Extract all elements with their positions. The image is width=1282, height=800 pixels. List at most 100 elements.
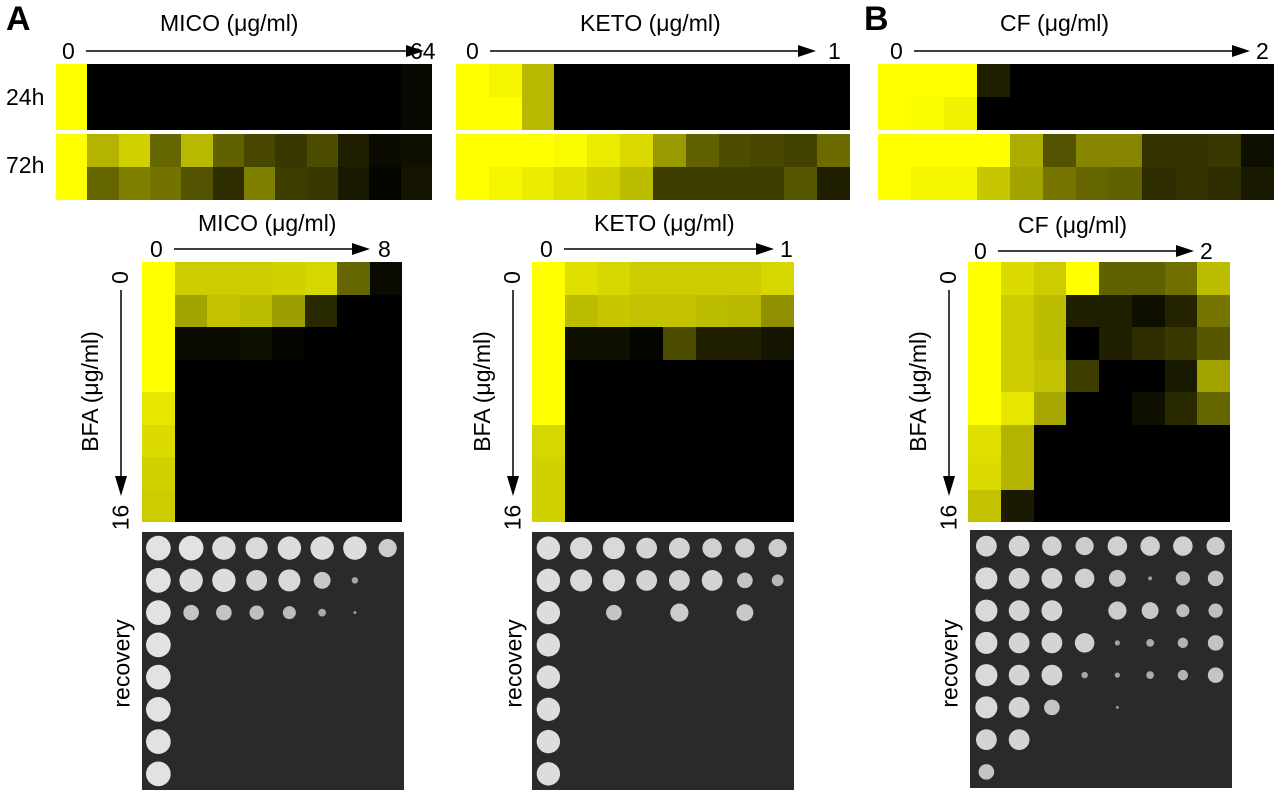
heatmap-cell (1131, 424, 1165, 457)
heatmap-cell (652, 134, 686, 167)
heatmap-cell (1197, 424, 1230, 457)
keto-bfa-min: 0 (498, 271, 525, 284)
heatmap-cell (239, 457, 272, 490)
colony-spot (606, 604, 622, 621)
colony-spot (1177, 637, 1189, 649)
heatmap-cell (150, 97, 182, 130)
heatmap-cell (695, 424, 729, 457)
keto-top-arrow (490, 45, 816, 57)
heatmap-cell (338, 167, 370, 200)
heatmap-cell (369, 457, 402, 490)
heatmap-cell (87, 134, 119, 167)
keto-recovery-label: recovery (500, 619, 527, 708)
heatmap-cell (304, 424, 337, 457)
heatmap-mico-24h (56, 64, 432, 130)
heatmap-cell (663, 424, 696, 457)
heatmap-cell (239, 327, 272, 360)
heatmap-cell (275, 134, 307, 167)
heatmap-cell (977, 97, 1010, 130)
heatmap-cell (1109, 167, 1142, 200)
colony-spot (351, 577, 359, 584)
heatmap-cell (968, 489, 1001, 522)
colony-spot (1208, 603, 1223, 618)
heatmap-cell (728, 359, 762, 392)
heatmap-cell (1131, 262, 1165, 295)
mico-bfa-arrow (115, 290, 127, 496)
heatmap-cell (1208, 97, 1241, 130)
heatmap-cell (150, 167, 182, 200)
heatmap-cell (337, 424, 370, 457)
heatmap-cell (1033, 392, 1067, 425)
heatmap-cell (118, 167, 150, 200)
heatmap-cell (1175, 97, 1208, 130)
heatmap-cell (968, 424, 1001, 457)
heatmap-cell (181, 134, 213, 167)
heatmap-cell (663, 327, 696, 360)
colony-spot (1041, 664, 1063, 686)
row-label-72h: 72h (6, 152, 45, 178)
heatmap-cell (272, 327, 305, 360)
heatmap-cell (652, 97, 686, 130)
heatmap-cell (630, 327, 663, 360)
colony-spot (536, 568, 561, 593)
heatmap-cell (275, 64, 307, 97)
heatmap-cell (1033, 489, 1067, 522)
heatmap-cell (630, 359, 663, 392)
mico-bfa-min: 0 (106, 271, 133, 284)
heatmap-cell (1164, 294, 1198, 327)
heatmap-cell (761, 489, 794, 522)
colony-spot (278, 569, 301, 592)
heatmap-cell (1142, 167, 1175, 200)
heatmap-cell (1033, 424, 1067, 457)
panel-label-b: B (864, 0, 889, 38)
heatmap-cell (1043, 97, 1076, 130)
heatmap-cell (1033, 359, 1067, 392)
colony-spot (343, 536, 367, 560)
colony-spot (536, 536, 561, 560)
heatmap-cell (784, 97, 818, 130)
colony-spot (1008, 664, 1030, 686)
heatmap-cell (174, 327, 207, 360)
heatmap-cell (695, 262, 729, 295)
recovery-plate-keto (532, 532, 794, 790)
heatmap-cell (968, 327, 1001, 360)
colony-spot (771, 574, 784, 587)
heatmap-cell (369, 167, 401, 200)
heatmap-cell (1131, 359, 1165, 392)
heatmap-cell (718, 134, 752, 167)
heatmap-cell (728, 327, 762, 360)
colony-spot (146, 664, 171, 690)
heatmap-cell (207, 327, 240, 360)
colony-spot (1148, 576, 1153, 581)
heatmap-cell (521, 167, 555, 200)
heatmap-cell (369, 327, 402, 360)
cf-bfa-arrow (943, 290, 955, 496)
heatmap-cell (1033, 262, 1067, 295)
heatmap-cell (181, 64, 213, 97)
colony-spot (1008, 600, 1030, 622)
heatmap-cell (1241, 64, 1274, 97)
heatmap-cell (652, 64, 686, 97)
heatmap-cell (1066, 262, 1099, 295)
colony-spot (212, 568, 236, 593)
heatmap-cell (564, 327, 598, 360)
heatmap-cell (306, 167, 338, 200)
heatmap-cell (620, 64, 653, 97)
heatmap-cell (239, 294, 272, 327)
colony-spot (1207, 635, 1224, 651)
heatmap-cell (369, 424, 402, 457)
heatmap-cell (118, 97, 150, 130)
colony-spot (536, 665, 561, 689)
heatmap-cell (554, 134, 588, 167)
colony-spot (179, 568, 203, 593)
cf-bottom-min: 0 (974, 238, 987, 264)
heatmap-cell (207, 262, 240, 295)
heatmap-cell (488, 134, 522, 167)
heatmap-cell (244, 134, 276, 167)
heatmap-cell (968, 457, 1001, 490)
heatmap-cell (1208, 167, 1241, 200)
heatmap-cell (587, 97, 621, 130)
heatmap-cell (817, 64, 850, 97)
cf-top-min: 0 (890, 38, 903, 64)
heatmap-cell (369, 134, 401, 167)
